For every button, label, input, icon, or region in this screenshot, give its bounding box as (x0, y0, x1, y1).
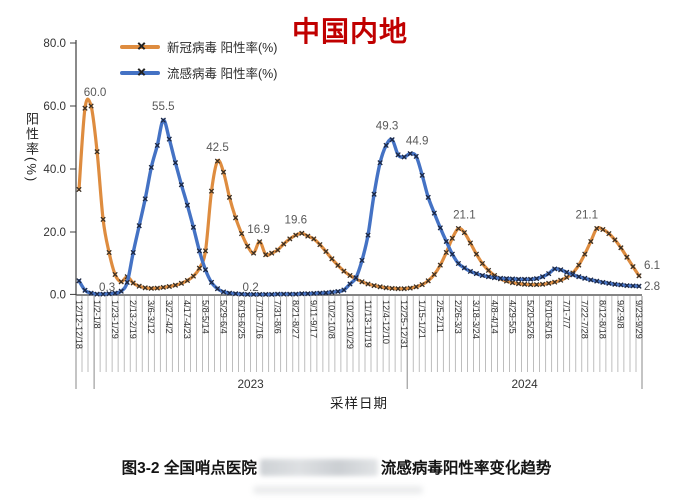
svg-text:9/2-9/8: 9/2-9/8 (616, 300, 626, 329)
y-axis-title: 阳性率(%) (24, 112, 39, 184)
legend-label-flu: 流感病毒 阳性率(%) (167, 67, 278, 81)
svg-text:12/4-12/10: 12/4-12/10 (381, 300, 391, 344)
svg-text:1/2-1/8: 1/2-1/8 (92, 300, 102, 329)
svg-text:5/20-5/26: 5/20-5/26 (525, 300, 535, 339)
flu-series-swatch (120, 70, 160, 75)
chart-title: 中国内地 (291, 16, 408, 47)
svg-text:55.5: 55.5 (152, 100, 175, 113)
svg-text:3/18-3/24: 3/18-3/24 (471, 300, 481, 339)
svg-text:0.3: 0.3 (99, 281, 115, 294)
svg-text:2023: 2023 (237, 377, 264, 391)
svg-text:7/10-7/16: 7/10-7/16 (254, 300, 264, 339)
svg-text:6.1: 6.1 (644, 259, 660, 272)
covid-series-swatch (120, 44, 160, 49)
svg-text:12/25-12/31: 12/25-12/31 (399, 300, 409, 349)
caption-redacted-text (259, 458, 378, 476)
svg-text:7/22-7/28: 7/22-7/28 (580, 300, 590, 339)
svg-text:2024: 2024 (511, 377, 538, 391)
svg-text:6/19-6/25: 6/19-6/25 (236, 300, 246, 339)
figure-caption: 图3-2 全国哨点医院 流感病毒阳性率变化趋势 (0, 456, 673, 478)
svg-text:2/26-3/3: 2/26-3/3 (453, 300, 463, 334)
legend: 新冠病毒 阳性率(%) 流感病毒 阳性率(%) (120, 38, 277, 90)
legend-item-covid: 新冠病毒 阳性率(%) (120, 38, 277, 55)
svg-text:4/17-4/23: 4/17-4/23 (182, 300, 192, 339)
svg-text:0.2: 0.2 (243, 281, 259, 294)
svg-text:0.0: 0.0 (50, 288, 66, 301)
x-axis-title: 采样日期 (330, 396, 388, 411)
svg-text:16.9: 16.9 (247, 223, 270, 236)
svg-text:10/23-10/29: 10/23-10/29 (345, 300, 355, 349)
caption-smudge (253, 486, 423, 494)
caption-suffix: 流感病毒阳性率变化趋势 (380, 460, 552, 477)
svg-text:3/6-3/12: 3/6-3/12 (146, 300, 156, 334)
caption-prefix: 图3-2 全国哨点医院 (121, 460, 257, 477)
svg-text:9/23-9/29: 9/23-9/29 (634, 300, 644, 339)
svg-text:1/23-1/29: 1/23-1/29 (110, 300, 120, 339)
svg-text:5/29-6/4: 5/29-6/4 (218, 300, 228, 334)
svg-text:21.1: 21.1 (453, 209, 476, 222)
svg-text:60.0: 60.0 (84, 86, 107, 99)
svg-text:7/1-7/7: 7/1-7/7 (562, 300, 572, 329)
legend-item-flu: 流感病毒 阳性率(%) (120, 64, 277, 81)
legend-label-covid: 新冠病毒 阳性率(%) (167, 41, 278, 55)
svg-text:49.3: 49.3 (376, 120, 399, 133)
svg-text:2/5-2/11: 2/5-2/11 (435, 300, 445, 333)
svg-text:1/15-1/21: 1/15-1/21 (417, 300, 427, 339)
svg-text:4/29-5/5: 4/29-5/5 (507, 300, 517, 334)
svg-text:19.6: 19.6 (285, 213, 308, 226)
svg-text:5/8-5/14: 5/8-5/14 (200, 300, 210, 334)
svg-text:40.0: 40.0 (43, 163, 66, 176)
svg-text:7/31-8/6: 7/31-8/6 (273, 300, 283, 334)
svg-text:4/8-4/14: 4/8-4/14 (489, 300, 499, 334)
x-marker-icon (136, 41, 147, 52)
svg-text:11/13-11/19: 11/13-11/19 (363, 300, 373, 348)
svg-text:2/13-2/19: 2/13-2/19 (128, 300, 138, 339)
x-marker-icon (136, 67, 147, 78)
svg-text:44.9: 44.9 (406, 135, 429, 148)
svg-text:80.0: 80.0 (43, 37, 66, 50)
svg-text:2.8: 2.8 (644, 280, 660, 293)
svg-text:8/12-8/18: 8/12-8/18 (598, 300, 608, 339)
svg-text:3/27-4/2: 3/27-4/2 (164, 300, 174, 334)
chart-canvas: 0.0 20.0 40.0 60.0 80.0 12/12-12/18 1/2-1/8 1/2… (43, 37, 660, 391)
svg-text:12/12-12/18: 12/12-12/18 (74, 300, 84, 349)
svg-text:8/21-8/27: 8/21-8/27 (291, 300, 301, 339)
svg-text:10/2-10/8: 10/2-10/8 (327, 300, 337, 339)
svg-text:20.0: 20.0 (43, 226, 66, 239)
svg-text:9/11-9/17: 9/11-9/17 (309, 300, 319, 338)
svg-text:42.5: 42.5 (206, 141, 229, 154)
svg-text:6/10-6/16: 6/10-6/16 (544, 300, 554, 339)
svg-text:21.1: 21.1 (576, 209, 599, 222)
svg-text:60.0: 60.0 (43, 100, 66, 113)
